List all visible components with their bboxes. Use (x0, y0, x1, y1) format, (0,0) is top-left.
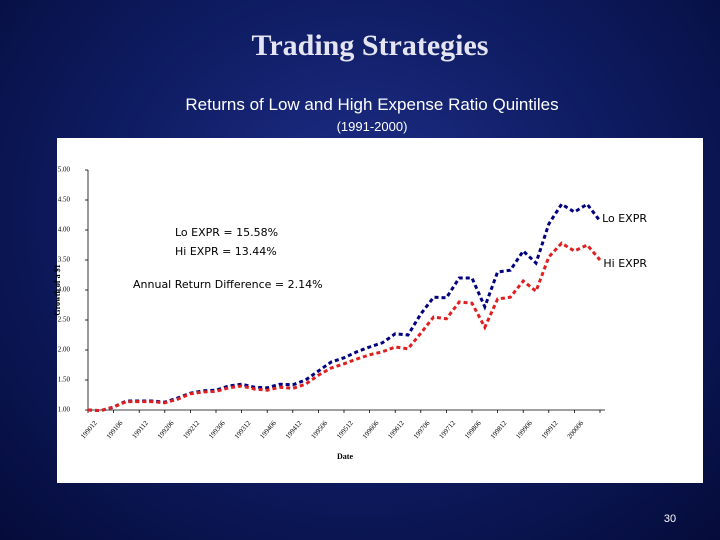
annotation: Hi EXPR = 13.44% (175, 245, 277, 258)
annotation: Lo EXPR = 15.58% (175, 226, 278, 239)
y-tick-label: 5.00 (58, 166, 71, 174)
y-axis-label: Growth of a $1 (53, 264, 62, 315)
series-label: Hi EXPR (603, 257, 647, 270)
y-tick-label: 3.50 (58, 256, 71, 264)
y-tick-label: 2.50 (58, 316, 71, 324)
series-line (87, 241, 602, 413)
slide-title: Trading Strategies (252, 29, 489, 62)
y-tick-label: 3.00 (58, 286, 71, 294)
y-tick-label: 4.00 (58, 226, 71, 234)
chart-area (57, 138, 703, 483)
page-number: 30 (664, 513, 676, 525)
series-label: Lo EXPR (602, 212, 647, 225)
y-tick-label: 2.00 (58, 346, 71, 354)
x-axis-label: Date (337, 452, 353, 461)
y-tick-label: 1.00 (58, 406, 71, 414)
subtitle: Returns of Low and High Expense Ratio Qu… (185, 95, 558, 114)
period: (1991-2000) (337, 119, 408, 134)
y-tick-label: 1.50 (58, 376, 71, 384)
y-tick-label: 4.50 (58, 196, 71, 204)
annotation: Annual Return Difference = 2.14% (133, 278, 323, 291)
